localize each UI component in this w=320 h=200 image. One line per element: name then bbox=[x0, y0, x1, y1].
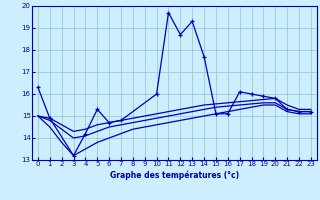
X-axis label: Graphe des températures (°c): Graphe des températures (°c) bbox=[110, 170, 239, 180]
